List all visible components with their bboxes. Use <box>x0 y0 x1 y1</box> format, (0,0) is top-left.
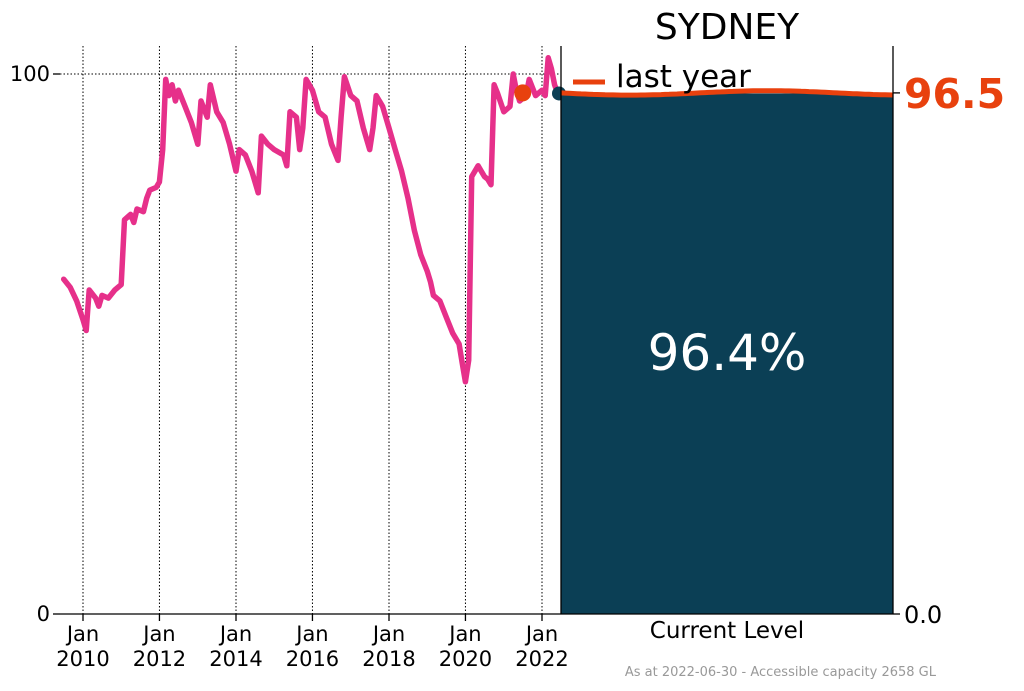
legend-last-year-label: last year <box>616 59 751 95</box>
current-level-fill <box>561 93 893 614</box>
x-tick-label-0-1: 2010 <box>56 647 109 671</box>
x-tick-label-1-0: Jan <box>141 622 175 646</box>
current-level-value: 96.4% <box>648 324 807 382</box>
x-tick-label-6-1: 2022 <box>515 647 568 671</box>
x-tick-label-0-0: Jan <box>65 622 99 646</box>
x-tick-label-3-1: 2016 <box>286 647 339 671</box>
x-axis-ticks: Jan2010Jan2012Jan2014Jan2016Jan2018Jan20… <box>56 614 569 671</box>
current-level-category: Current Level <box>650 618 804 644</box>
chart-title: SYDNEY <box>655 7 800 48</box>
right-tick-label-last-year: 96.5 <box>904 70 1005 118</box>
x-tick-label-3-0: Jan <box>294 622 328 646</box>
x-tick-label-4-0: Jan <box>371 622 405 646</box>
x-tick-label-1-1: 2012 <box>133 647 186 671</box>
x-tick-label-2-0: Jan <box>218 622 252 646</box>
x-tick-label-6-0: Jan <box>524 622 558 646</box>
footer-note: As at 2022-06-30 - Accessible capacity 2… <box>624 665 936 680</box>
y-tick-label-0: 0 <box>37 602 50 626</box>
storage-level-line <box>60 55 561 385</box>
vertical-grid <box>82 46 543 614</box>
x-tick-label-4-1: 2018 <box>362 647 415 671</box>
last-year-marker <box>514 84 532 102</box>
x-tick-label-5-1: 2020 <box>439 647 492 671</box>
y-tick-label-100: 100 <box>10 62 50 86</box>
x-tick-label-5-0: Jan <box>447 622 481 646</box>
x-tick-label-2-1: 2014 <box>209 647 262 671</box>
last-year-level-line <box>560 88 894 98</box>
right-tick-label-0: 0.0 <box>904 601 942 629</box>
